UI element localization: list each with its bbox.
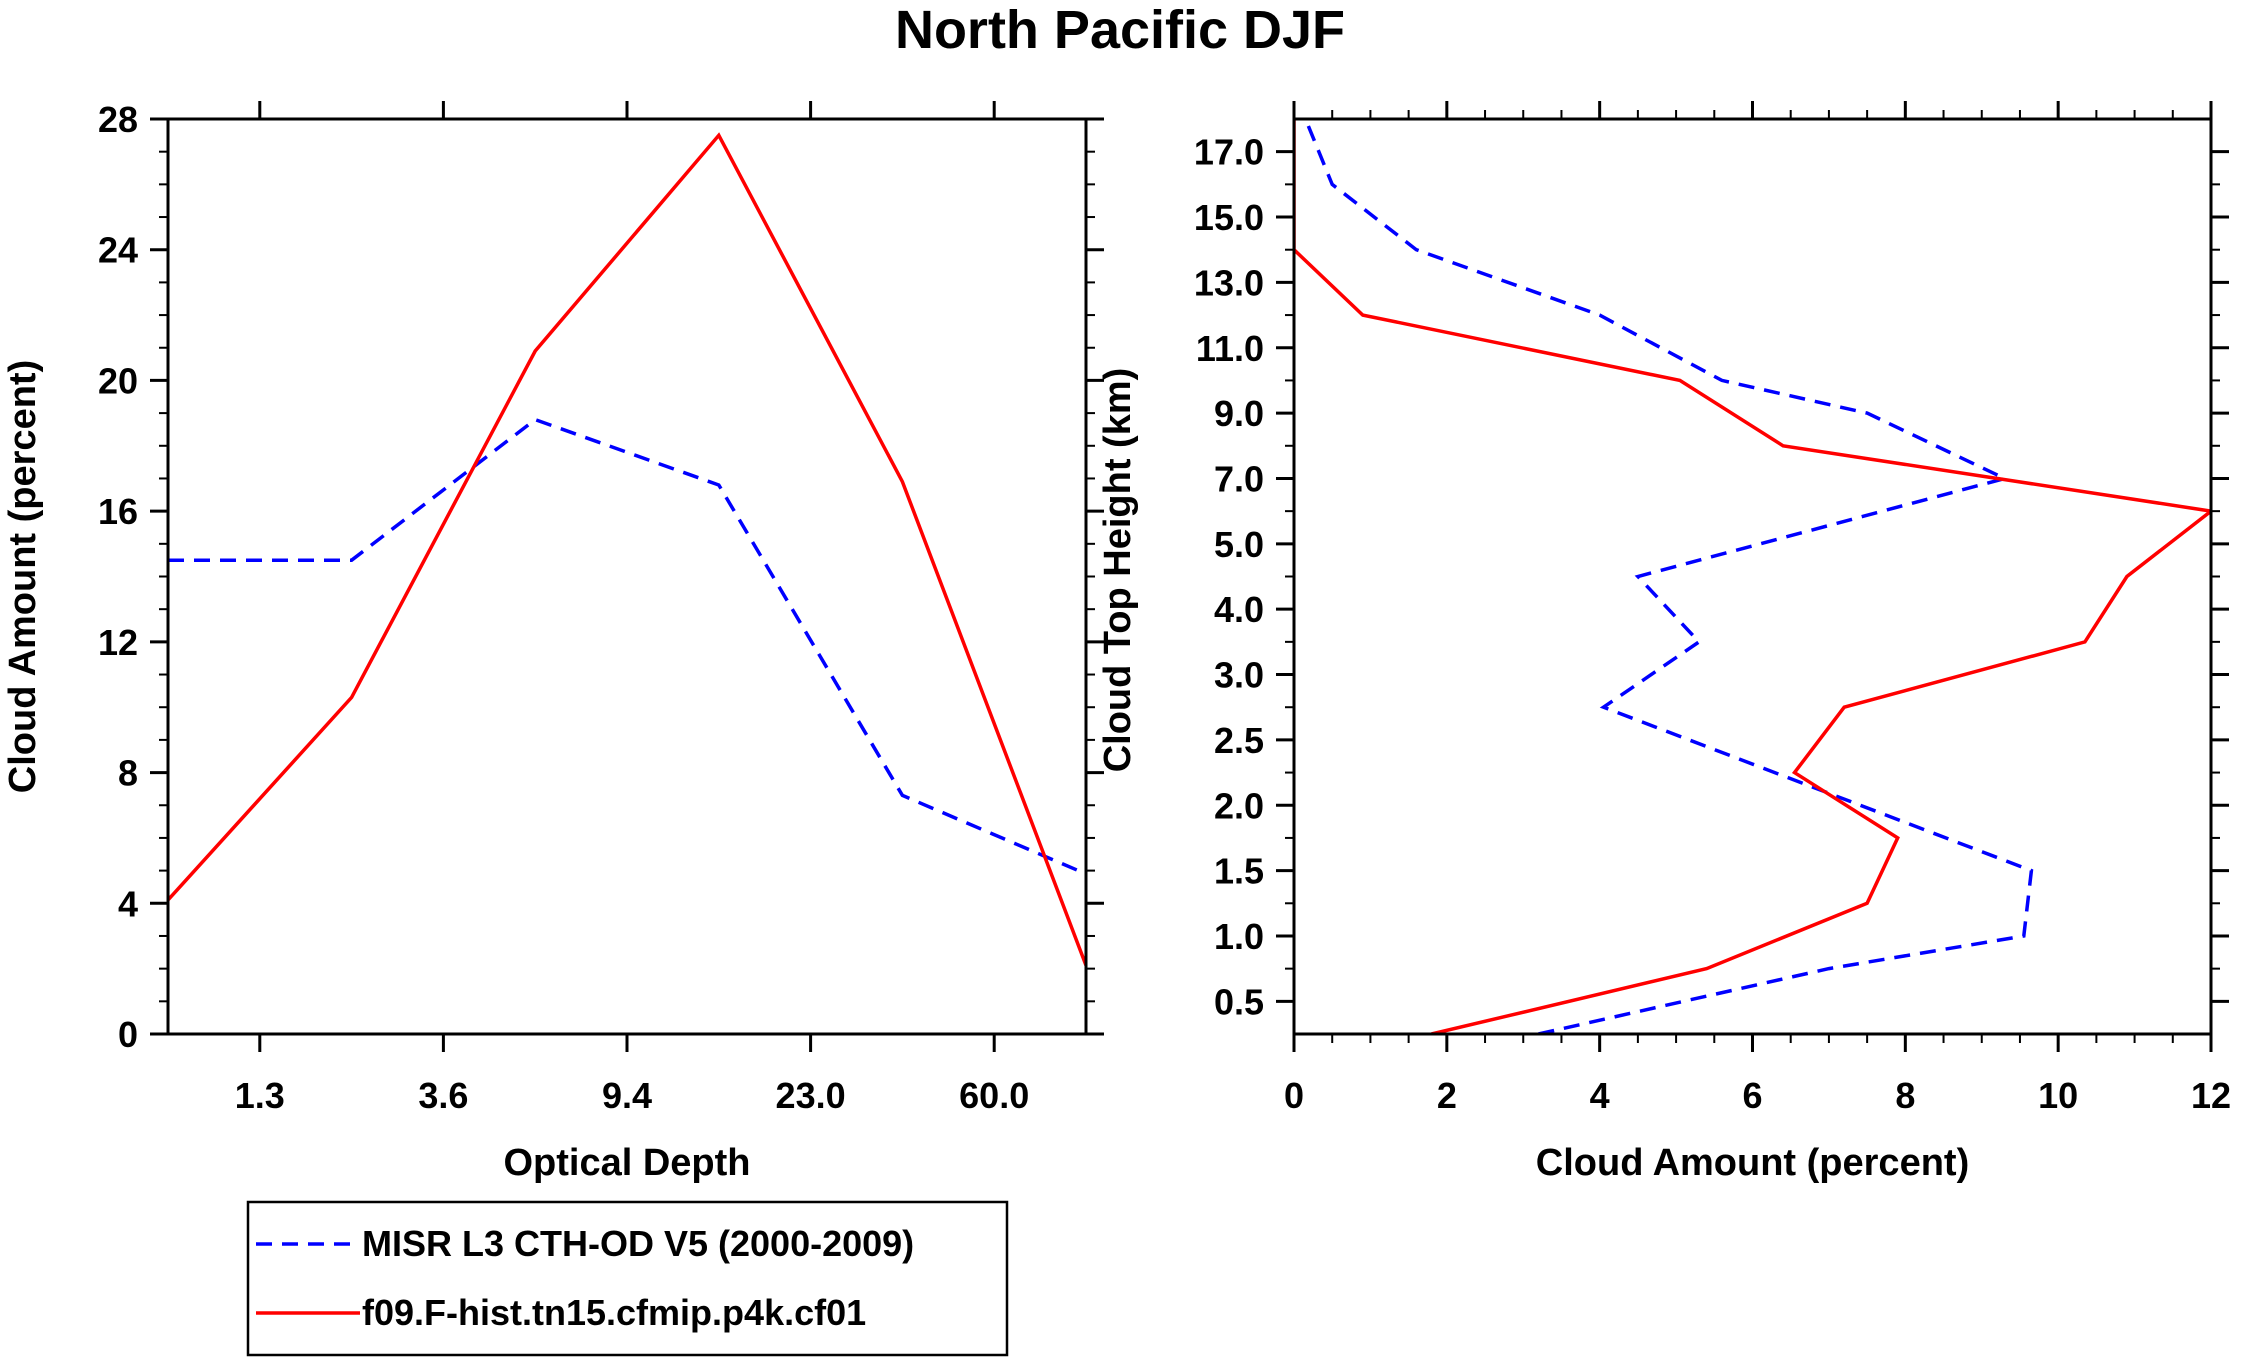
x-tick-label: 60.0 <box>959 1075 1029 1116</box>
y-tick-label: 13.0 <box>1194 262 1264 303</box>
plot-frame <box>168 119 1086 1034</box>
x-tick-label: 8 <box>1895 1075 1915 1116</box>
y-tick-label: 12 <box>98 622 138 663</box>
left-panel: 0 4 8 12 16 20 24 28 1.3 3.6 9.4 23.0 60.0 Optical De… <box>2 99 1104 1184</box>
y-tick-label: 17.0 <box>1194 132 1264 173</box>
legend-label-misr: MISR L3 CTH-OD V5 (2000-2009) <box>362 1223 914 1264</box>
right-panel: 0 2 4 6 8 10 12 0.5 1.0 1.5 2.0 2.5 3.0 4.0 5.0 7.0 9.0 1… <box>1097 101 2231 1184</box>
series-line-misr <box>168 420 1086 874</box>
y-tick-label: 0 <box>118 1014 138 1055</box>
y-tick-label: 3.0 <box>1214 655 1264 696</box>
x-axis-label: Cloud Amount (percent) <box>1536 1142 1969 1184</box>
x-tick-label: 6 <box>1742 1075 1762 1116</box>
y-tick-label: 4 <box>118 883 138 924</box>
y-tick-label: 2.0 <box>1214 785 1264 826</box>
series-line-model <box>168 135 1086 965</box>
legend-label-model: f09.F-hist.tn15.cfmip.p4k.cf01 <box>362 1292 866 1333</box>
y-tick-label: 24 <box>98 230 138 271</box>
y-tick-label: 5.0 <box>1214 524 1264 565</box>
x-tick-label: 3.6 <box>418 1075 468 1116</box>
series-line-misr <box>1306 119 2032 1034</box>
x-tick-label: 10 <box>2038 1075 2078 1116</box>
y-tick-label: 4.0 <box>1214 589 1264 630</box>
y-tick-label: 28 <box>98 99 138 140</box>
y-axis-label: Cloud Amount (percent) <box>2 360 44 793</box>
x-tick-label: 4 <box>1590 1075 1610 1116</box>
y-tick-label: 20 <box>98 360 138 401</box>
y-tick-label: 2.5 <box>1214 720 1264 761</box>
x-axis-label: Optical Depth <box>503 1142 750 1184</box>
legend: MISR L3 CTH-OD V5 (2000-2009) f09.F-hist… <box>248 1202 1007 1355</box>
y-tick-label: 11.0 <box>1196 328 1264 369</box>
chart-title: North Pacific DJF <box>895 0 1345 60</box>
y-tick-label: 15.0 <box>1194 197 1264 238</box>
y-tick-label: 9.0 <box>1214 393 1264 434</box>
y-tick-label: 7.0 <box>1214 458 1264 499</box>
x-tick-label: 9.4 <box>602 1075 652 1116</box>
y-tick-label: 1.0 <box>1214 916 1264 957</box>
y-tick-label: 0.5 <box>1214 981 1264 1022</box>
y-tick-label: 8 <box>118 753 138 794</box>
y-tick-label: 16 <box>98 491 138 532</box>
series-group <box>168 135 1086 965</box>
x-tick-label: 0 <box>1284 1075 1304 1116</box>
x-tick-label: 12 <box>2191 1075 2231 1116</box>
y-tick-label: 1.5 <box>1214 851 1264 892</box>
x-tick-label: 1.3 <box>235 1075 285 1116</box>
x-tick-label: 23.0 <box>776 1075 846 1116</box>
x-tick-label: 2 <box>1437 1075 1457 1116</box>
y-axis-label: Cloud Top Height (km) <box>1097 368 1139 773</box>
series-group <box>1294 119 2211 1034</box>
